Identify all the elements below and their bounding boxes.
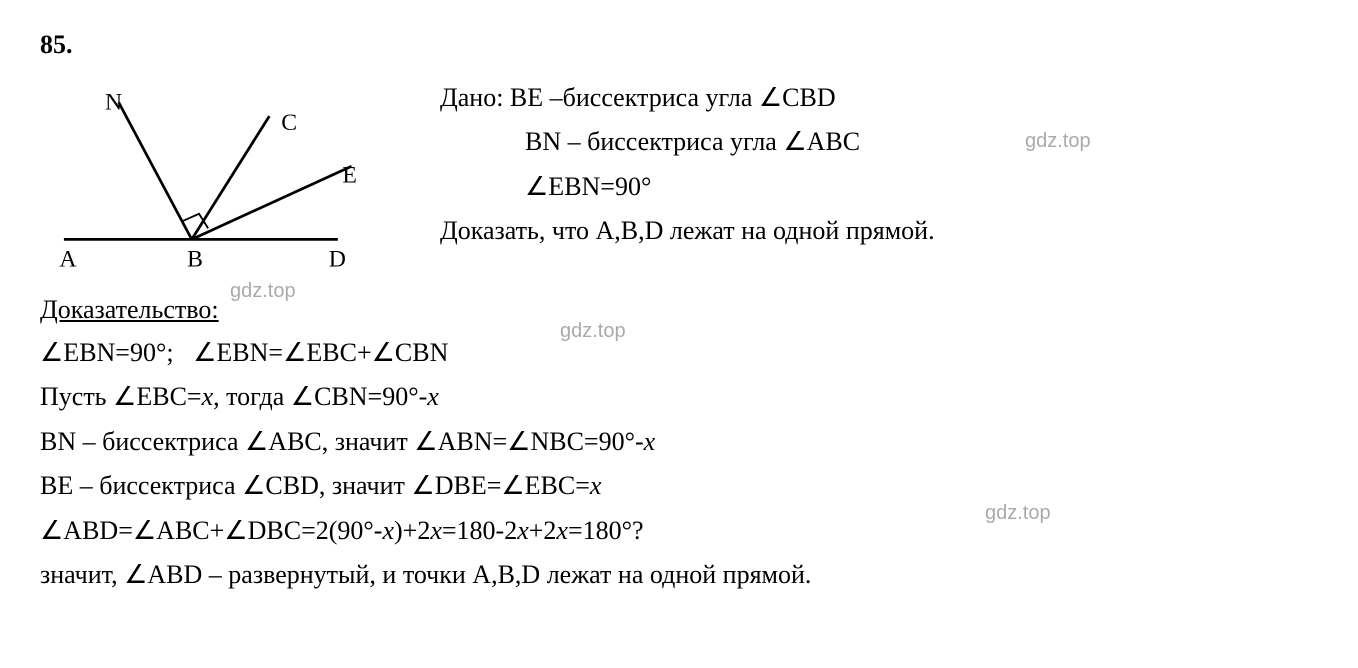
proof-5x4: x xyxy=(556,516,568,545)
label-D: D xyxy=(329,247,346,273)
problem-number: 85. xyxy=(40,30,1318,60)
proof-line-3: BN – биссектриса ∠ABC, значит ∠ABN=∠NBC=… xyxy=(40,424,1318,460)
given-line-2: BN – биссектриса угла ∠ABC xyxy=(440,124,1318,160)
proof-line-5: ∠ABD=∠ABC+∠DBC=2(90°-x)+2x=180-2x+2x=180… xyxy=(40,513,1318,549)
proof-section: Доказательство: ∠EBN=90°; ∠EBN=∠EBC+∠CBN… xyxy=(40,295,1318,593)
diagram-container: A B D N C E xyxy=(40,75,380,285)
given-prove: Доказать, что A,B,D лежат на одной прямо… xyxy=(440,213,1318,249)
proof-line-4: BE – биссектриса ∠CBD, значит ∠DBE=∠EBC=… xyxy=(40,468,1318,504)
given-title: Дано: xyxy=(440,83,503,112)
proof-5c: =180-2 xyxy=(442,516,517,545)
proof-line-1: ∠EBN=90°; ∠EBN=∠EBC+∠CBN xyxy=(40,335,1318,371)
given-line-1: Дано: BE –биссектриса угла ∠CBD xyxy=(440,80,1318,116)
geometry-diagram: A B D N C E xyxy=(40,75,380,285)
given-line-3: ∠EBN=90° xyxy=(440,169,1318,205)
proof-5x1: x xyxy=(382,516,394,545)
proof-3a: BN – биссектриса ∠ABC, значит ∠ABN=∠NBC=… xyxy=(40,427,644,456)
label-B: B xyxy=(187,247,203,273)
proof-line-6: значит, ∠ABD – развернутый, и точки A,B,… xyxy=(40,557,1318,593)
proof-line-2: Пусть ∠EBC=x, тогда ∠CBN=90°-x xyxy=(40,379,1318,415)
proof-2a: Пусть ∠EBC= xyxy=(40,382,202,411)
proof-3x: x xyxy=(644,427,656,456)
proof-5e: =180°? xyxy=(568,516,644,545)
proof-title: Доказательство: xyxy=(40,295,1318,325)
proof-4x: x xyxy=(590,471,602,500)
label-C: C xyxy=(281,110,297,136)
proof-5x3: x xyxy=(517,516,529,545)
proof-5x2: x xyxy=(430,516,442,545)
proof-2b: , тогда ∠CBN=90°- xyxy=(213,382,427,411)
top-section: A B D N C E Дано: BE –биссектриса угла ∠… xyxy=(40,75,1318,285)
proof-2x2: x xyxy=(427,382,439,411)
given-text-1: BE –биссектриса угла ∠CBD xyxy=(510,83,836,112)
given-section: Дано: BE –биссектриса угла ∠CBD BN – бис… xyxy=(440,75,1318,285)
proof-5d: +2 xyxy=(529,516,557,545)
label-N: N xyxy=(105,90,122,116)
proof-5b: )+2 xyxy=(394,516,430,545)
label-E: E xyxy=(342,163,357,189)
proof-2x1: x xyxy=(202,382,214,411)
label-A: A xyxy=(59,247,76,273)
proof-5a: ∠ABD=∠ABC+∠DBC=2(90°- xyxy=(40,516,382,545)
proof-4a: BE – биссектриса ∠CBD, значит ∠DBE=∠EBC= xyxy=(40,471,590,500)
proof-1b: ∠EBN=∠EBC+∠CBN xyxy=(193,338,448,367)
proof-1a: ∠EBN=90°; xyxy=(40,338,174,367)
